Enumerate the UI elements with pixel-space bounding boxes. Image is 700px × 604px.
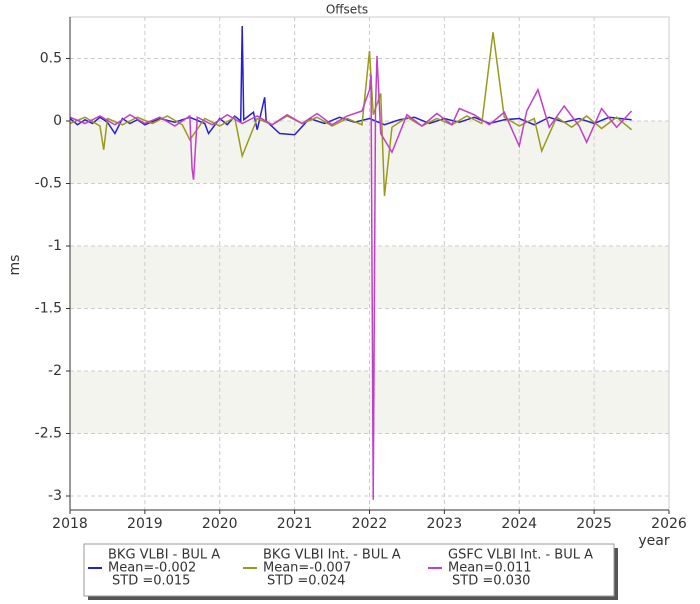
legend-std: STD =0.024 — [267, 574, 345, 589]
legend-std: STD =0.015 — [112, 574, 190, 589]
plot-lines — [69, 25, 633, 500]
legend-label: BKG VLBI - BUL A — [108, 548, 220, 563]
y-tick-label: -3 — [48, 488, 62, 504]
y-tick-label: -1.5 — [35, 301, 62, 317]
x-tick-label: 2021 — [277, 516, 313, 532]
series-line — [69, 55, 633, 500]
y-tick-label: 0 — [53, 113, 62, 129]
chart-title: Offsets — [326, 3, 368, 17]
legend-label: BKG VLBI Int. - BUL A — [263, 548, 401, 563]
x-tick-label: 2025 — [576, 516, 612, 532]
y-axis-label: ms — [7, 255, 23, 276]
legend-mean: Mean=-0.002 — [108, 561, 196, 576]
y-tick-label: 0.5 — [40, 51, 62, 67]
x-tick-label: 2022 — [352, 516, 388, 532]
x-tick-label: 2024 — [501, 516, 537, 532]
x-tick-label: 2023 — [427, 516, 463, 532]
series-line — [69, 32, 633, 197]
legend-label: GSFC VLBI Int. - BUL A — [448, 548, 593, 563]
x-tick-label: 2018 — [52, 516, 88, 532]
x-tick-label: 2019 — [127, 516, 163, 532]
legend-std: STD =0.030 — [452, 574, 530, 589]
legend-mean: Mean=-0.007 — [263, 561, 351, 576]
series-line — [69, 25, 632, 136]
y-tick-label: -2.5 — [35, 426, 62, 442]
x-tick-label: 2026 — [651, 516, 687, 532]
y-tick-label: -2 — [48, 363, 62, 379]
legend-box — [83, 543, 615, 597]
legend-mean: Mean=0.011 — [448, 561, 532, 576]
x-tick-label: 2020 — [202, 516, 238, 532]
y-tick-label: -1 — [48, 238, 62, 254]
y-tick-label: -0.5 — [35, 176, 62, 192]
x-axis-label: year — [638, 533, 669, 549]
